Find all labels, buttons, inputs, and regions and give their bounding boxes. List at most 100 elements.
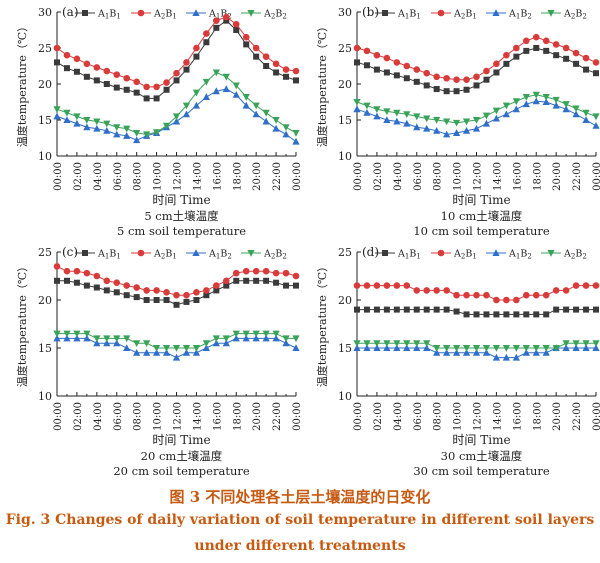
data-point-A2B2: [252, 330, 260, 338]
x-tick-label: 00:00: [592, 402, 600, 431]
data-point-A2B1: [473, 291, 480, 299]
data-point-A2B2: [403, 340, 411, 347]
x-tick-label: 02:00: [373, 162, 384, 191]
x-tick-label: 12:00: [173, 402, 184, 431]
data-point-A2B2: [222, 73, 230, 81]
data-point-A1B1: [103, 287, 110, 294]
legend-marker: [547, 10, 555, 17]
x-tick-label: 14:00: [492, 402, 503, 431]
data-point-A1B1: [73, 68, 80, 75]
data-point-A2B1: [292, 67, 300, 75]
legend-label: A2B2: [563, 9, 587, 21]
data-point-A2B1: [123, 74, 131, 82]
data-point-A1B2: [202, 93, 210, 100]
x-tick-label: 20:00: [252, 402, 263, 431]
data-point-A1B1: [63, 65, 70, 72]
data-point-A1B1: [373, 306, 380, 313]
data-point-A2B2: [353, 99, 361, 106]
data-point-A1B1: [433, 306, 440, 313]
data-point-A2B1: [433, 73, 440, 81]
y-tick-label: 15: [338, 114, 352, 127]
data-point-A2B1: [203, 287, 210, 294]
data-point-A1B2: [443, 349, 451, 356]
y-tick-label: 25: [338, 42, 352, 55]
data-point-A2B2: [373, 106, 381, 113]
x-tick-label: 04:00: [93, 402, 104, 431]
data-point-A1B1: [593, 70, 599, 77]
data-point-A1B2: [452, 129, 461, 136]
chart-panel-d: 10 15 20 25 00:00 02:00 04:00 06:00 08:00 10:00 12…: [315, 245, 600, 478]
data-point-A1B2: [192, 349, 201, 356]
data-point-A2B1: [373, 51, 381, 59]
data-point-A2B1: [363, 282, 371, 289]
data-point-A1B1: [233, 27, 240, 33]
data-point-A2B2: [542, 345, 550, 352]
series-line-A2B1: [356, 36, 597, 81]
legend-label: A2B1: [453, 9, 477, 21]
data-point-A1B2: [532, 349, 540, 356]
data-point-A1B1: [503, 60, 510, 67]
data-point-A1B2: [462, 127, 471, 134]
data-point-A1B1: [403, 306, 410, 313]
data-point-A2B1: [103, 277, 111, 285]
data-point-A1B2: [53, 334, 61, 342]
x-tick-label: 06:00: [413, 162, 424, 191]
data-point-A1B2: [83, 334, 91, 342]
data-point-A1B1: [443, 306, 450, 313]
x-tick-label: 14:00: [192, 402, 203, 431]
series-line-A1B1: [56, 19, 297, 99]
x-tick-label: 14:00: [492, 162, 503, 191]
data-point-A1B2: [373, 344, 381, 351]
data-point-A2B2: [143, 340, 151, 347]
x-tick-label: 16:00: [512, 402, 523, 431]
data-point-A1B1: [533, 45, 540, 51]
legend-marker: [192, 249, 200, 256]
data-point-A1B2: [492, 114, 501, 122]
data-point-A1B2: [282, 130, 290, 138]
data-point-A1B2: [582, 116, 590, 123]
data-point-A2B2: [582, 109, 590, 117]
data-point-A1B1: [483, 311, 490, 318]
data-point-A2B2: [252, 102, 260, 110]
legend-marker: [437, 249, 445, 257]
data-point-A1B2: [502, 353, 510, 361]
data-point-A1B1: [93, 284, 100, 291]
data-point-A2B2: [262, 330, 270, 338]
data-point-A2B1: [53, 263, 61, 270]
data-point-A1B2: [292, 344, 300, 351]
data-point-A2B1: [353, 282, 361, 289]
data-point-A1B1: [183, 66, 190, 73]
data-point-A1B2: [542, 349, 550, 356]
legend-label: A2B2: [563, 249, 587, 261]
data-point-A2B1: [562, 287, 570, 294]
data-point-A1B2: [582, 344, 590, 351]
data-point-A2B2: [262, 109, 270, 117]
data-point-A1B1: [293, 282, 299, 289]
legend-marker: [247, 10, 255, 17]
legend-marker: [247, 250, 255, 257]
y-tick-label: 25: [38, 42, 52, 55]
data-point-A1B1: [443, 88, 450, 95]
data-point-A1B1: [153, 95, 160, 102]
data-point-A1B2: [462, 349, 471, 356]
data-point-A2B2: [103, 335, 111, 343]
data-point-A2B1: [373, 282, 381, 289]
data-point-A2B1: [483, 291, 490, 299]
x-tick-label: 18:00: [232, 402, 243, 431]
x-tick-label: 18:00: [232, 162, 243, 191]
data-point-A2B2: [433, 117, 441, 124]
data-point-A1B1: [413, 306, 420, 313]
legend-marker: [547, 250, 555, 257]
data-point-A1B2: [63, 116, 71, 123]
x-tick-label: 16:00: [512, 162, 523, 191]
data-point-A2B1: [493, 296, 500, 304]
data-point-A2B2: [232, 82, 240, 90]
data-point-A1B2: [232, 91, 240, 98]
data-point-A1B2: [212, 339, 220, 347]
data-point-A2B1: [393, 282, 401, 289]
legend-marker: [82, 250, 88, 256]
data-point-A2B1: [123, 282, 131, 289]
y-tick-label: 10: [38, 390, 52, 403]
data-point-A2B1: [453, 76, 460, 83]
data-point-A1B1: [383, 69, 390, 76]
